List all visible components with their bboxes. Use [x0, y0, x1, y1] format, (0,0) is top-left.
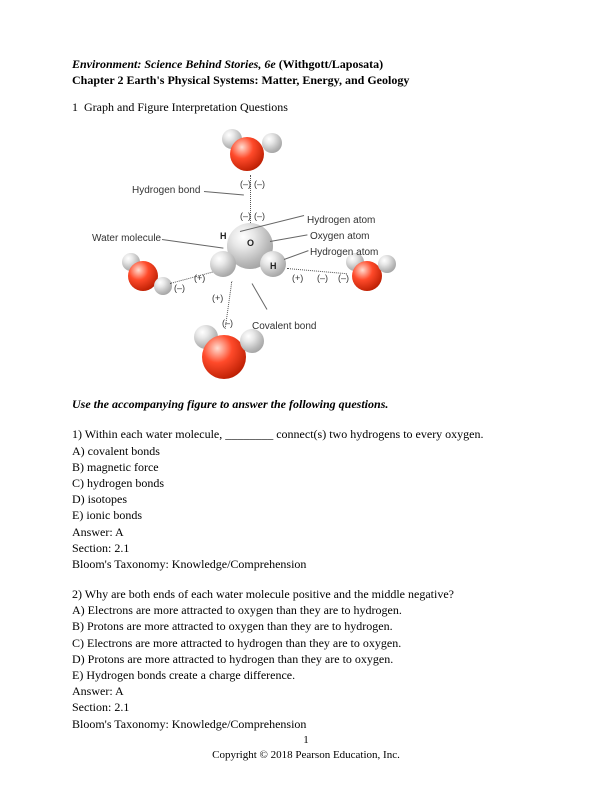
hydrogen-sphere-icon	[154, 277, 172, 295]
q1-option-a: A) covalent bonds	[72, 443, 540, 459]
q2-option-a: A) Electrons are more attracted to oxyge…	[72, 602, 540, 618]
q1-blooms: Bloom's Taxonomy: Knowledge/Comprehensio…	[72, 556, 540, 572]
question-1: 1) Within each water molecule, ________ …	[72, 426, 540, 572]
q2-section: Section: 2.1	[72, 699, 540, 715]
q1-option-d: D) isotopes	[72, 491, 540, 507]
question-2: 2) Why are both ends of each water molec…	[72, 586, 540, 732]
charge-sign: (–)	[317, 273, 328, 283]
book-header: Environment: Science Behind Stories, 6e …	[72, 56, 540, 72]
page-footer: 1 Copyright © 2018 Pearson Education, In…	[0, 733, 612, 762]
q1-answer: Answer: A	[72, 524, 540, 540]
q2-option-b: B) Protons are more attracted to oxygen …	[72, 618, 540, 634]
charge-sign: (+)	[292, 273, 303, 283]
label-water-molecule: Water molecule	[92, 233, 161, 244]
q2-blooms: Bloom's Taxonomy: Knowledge/Comprehensio…	[72, 716, 540, 732]
book-title: Environment: Science Behind Stories, 6e	[72, 57, 276, 71]
water-molecule-diagram: O H H (–) (–) (–) (–) (+) (–) (+) (–) (–…	[92, 123, 412, 383]
q1-option-b: B) magnetic force	[72, 459, 540, 475]
section-name: Graph and Figure Interpretation Question…	[84, 100, 288, 114]
hydrogen-label: H	[220, 231, 227, 241]
q1-stem: 1) Within each water molecule, ________ …	[72, 426, 540, 442]
label-oxygen-atom: Oxygen atom	[310, 231, 369, 242]
q1-option-e: E) ionic bonds	[72, 507, 540, 523]
label-hydrogen-atom-2: Hydrogen atom	[310, 247, 378, 258]
charge-sign: (–)	[222, 318, 233, 328]
q2-option-e: E) Hydrogen bonds create a charge differ…	[72, 667, 540, 683]
q1-section: Section: 2.1	[72, 540, 540, 556]
q2-option-d: D) Protons are more attracted to hydroge…	[72, 651, 540, 667]
charge-sign: (–)	[174, 283, 185, 293]
q1-option-c: C) hydrogen bonds	[72, 475, 540, 491]
label-hydrogen-atom: Hydrogen atom	[307, 215, 375, 226]
hydrogen-label: H	[270, 261, 277, 271]
label-covalent-bond: Covalent bond	[252, 321, 317, 332]
hydrogen-sphere-icon	[262, 133, 282, 153]
charge-sign: (–)	[254, 179, 265, 189]
oxygen-label: O	[247, 238, 254, 248]
book-authors: (Withgott/Laposata)	[276, 57, 383, 71]
charge-sign: (–)	[338, 273, 349, 283]
leader-line-icon	[204, 191, 244, 195]
chapter-title: Chapter 2 Earth's Physical Systems: Matt…	[72, 72, 540, 88]
hydrogen-sphere-icon	[240, 329, 264, 353]
hydrogen-sphere-icon	[210, 251, 236, 277]
leader-line-icon	[162, 239, 224, 249]
charge-sign: (+)	[212, 293, 223, 303]
charge-sign: (–)	[240, 211, 251, 221]
leader-line-icon	[270, 235, 308, 243]
q2-stem: 2) Why are both ends of each water molec…	[72, 586, 540, 602]
charge-sign: (+)	[194, 273, 205, 283]
q2-answer: Answer: A	[72, 683, 540, 699]
leader-line-icon	[252, 284, 268, 310]
figure-instruction: Use the accompanying figure to answer th…	[72, 397, 540, 412]
charge-sign: (–)	[254, 211, 265, 221]
section-number: 1	[72, 100, 78, 114]
hydrogen-sphere-icon	[378, 255, 396, 273]
leader-line-icon	[284, 251, 309, 261]
page-number: 1	[0, 733, 612, 747]
copyright-text: Copyright © 2018 Pearson Education, Inc.	[0, 748, 612, 762]
section-heading: 1 Graph and Figure Interpretation Questi…	[72, 100, 540, 115]
q2-option-c: C) Electrons are more attracted to hydro…	[72, 635, 540, 651]
charge-sign: (–)	[240, 179, 251, 189]
label-hydrogen-bond: Hydrogen bond	[132, 185, 200, 196]
